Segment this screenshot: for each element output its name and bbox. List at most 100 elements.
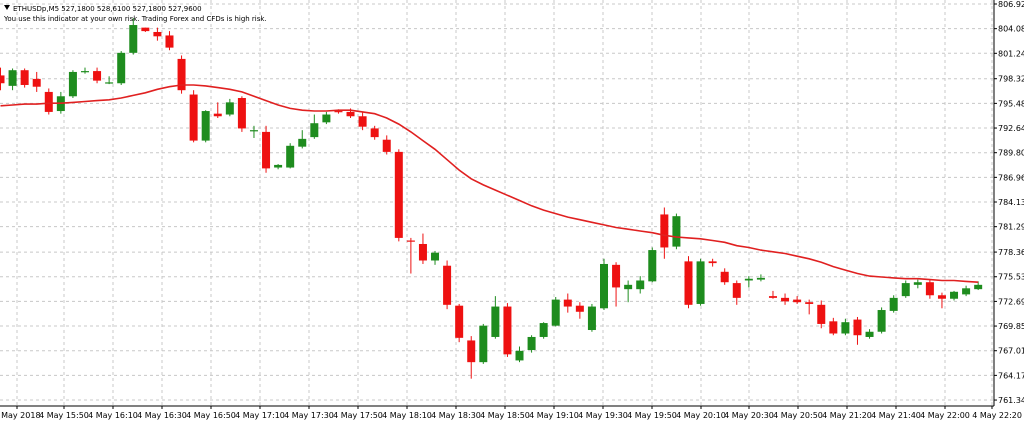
candle-bull [274, 164, 283, 168]
candle-bear [853, 319, 862, 336]
candle-bull [636, 280, 645, 290]
candle-bear [829, 321, 838, 334]
candle-bear [358, 116, 367, 127]
candle-bull [298, 138, 307, 147]
price-tick-label: 784.1310 [998, 198, 1024, 207]
price-tick-label: 792.6450 [998, 124, 1024, 133]
candle-bull [974, 284, 983, 290]
candle-bull [539, 323, 548, 337]
time-tick-label: 4 May 20:30 [724, 411, 774, 420]
time-tick-label: 4 May 21:20 [822, 411, 872, 420]
moving-average-line [0, 84, 979, 283]
price-tick-label: 761.3410 [998, 396, 1024, 405]
candle-bull [696, 261, 705, 304]
price-tick-label: 767.0170 [998, 347, 1024, 356]
time-tick-label: 4 May 18:50 [480, 411, 530, 420]
collapse-triangle-icon[interactable] [4, 5, 10, 10]
candle-bear [660, 214, 669, 248]
candle-bull [322, 114, 331, 123]
candle-bull [913, 282, 922, 285]
candle-bear [720, 271, 729, 283]
candle-bear [768, 296, 777, 298]
price-tick-label: 795.4830 [998, 99, 1024, 108]
candle-bear [177, 58, 186, 91]
price-tick-label: 806.9210 [998, 0, 1024, 9]
time-tick-label: 4 May 18:30 [431, 411, 481, 420]
candle-bull [865, 331, 874, 337]
candle-bull [551, 299, 560, 326]
time-tick-label: 4 May 17:30 [284, 411, 334, 420]
candle-bull [431, 252, 440, 261]
candle-bull [756, 277, 765, 280]
price-tick-label: 778.3690 [998, 248, 1024, 257]
candle-bear [503, 306, 512, 355]
candle-bear [684, 261, 693, 305]
candle-bear [455, 305, 464, 338]
price-tick-label: 801.2450 [998, 49, 1024, 58]
candle-bull [8, 70, 17, 86]
candle-bull [648, 250, 657, 282]
candle-bear [20, 70, 29, 85]
candle-bear [467, 340, 476, 363]
time-tick-label: 4 May 19:30 [578, 411, 628, 420]
price-tick-label: 769.8550 [998, 322, 1024, 331]
time-tick-label: 4 May 19:50 [627, 411, 677, 420]
time-tick-label: 4 May 15:50 [39, 411, 89, 420]
candle-bull [249, 130, 258, 132]
candle-bull [201, 111, 210, 141]
candle-bear [93, 71, 102, 81]
candle-bull [286, 145, 295, 168]
candle-bull [491, 306, 500, 337]
candle-bear [32, 78, 41, 87]
candle-bull [672, 216, 681, 247]
candle-bull [310, 123, 319, 138]
candle-bear [262, 131, 271, 169]
symbol-info: ETHUSDp,M5 527,1800 528,6100 527,1800 52… [4, 5, 202, 13]
time-tick-label: 4 May 16:30 [137, 411, 187, 420]
candle-bull [889, 297, 898, 311]
candle-bull [515, 350, 524, 361]
candle-bear [708, 261, 717, 264]
price-tick-label: 775.5310 [998, 273, 1024, 282]
candle-bear [370, 128, 379, 138]
candle-bear [213, 113, 222, 117]
time-tick-label: 4 May 20:10 [676, 411, 726, 420]
candle-bear [141, 27, 150, 32]
symbol-line: ETHUSDp,M5 527,1800 528,6100 527,1800 52… [13, 5, 202, 13]
candle-bear [575, 305, 584, 312]
candle-bear [805, 302, 814, 304]
price-tick-label: 764.1790 [998, 371, 1024, 380]
candle-bear [817, 304, 826, 324]
time-tick-label: 4 May 22:00 [920, 411, 970, 420]
candle-bull [527, 336, 536, 350]
price-tick-label: 781.2930 [998, 223, 1024, 232]
candle-bear [793, 299, 802, 303]
candle-bear [732, 283, 741, 298]
candle-bull [117, 52, 126, 84]
time-tick-label: 4 May 17:50 [333, 411, 383, 420]
candle-bear [153, 31, 162, 37]
candle-bull [962, 288, 971, 295]
time-tick-label: 4 May 19:10 [529, 411, 579, 420]
candle-bear [394, 151, 403, 238]
candle-bull [479, 325, 488, 363]
time-tick-label: 4 May 22:20 [972, 411, 1022, 420]
candle-bear [165, 35, 174, 48]
candle-bear [612, 264, 621, 288]
candle-bull [600, 263, 608, 309]
time-tick-label: 4 May 20:50 [773, 411, 823, 420]
time-tick-label: 4 May 17:10 [235, 411, 285, 420]
candle-bull [68, 71, 77, 97]
price-tick-label: 786.9690 [998, 173, 1024, 182]
candle-bear [443, 265, 452, 305]
candle-bull [624, 284, 633, 290]
candle-bear [346, 111, 355, 117]
price-tick-label: 804.0830 [998, 25, 1024, 34]
candle-bear [334, 111, 343, 113]
candle-bear [237, 98, 246, 129]
price-tick-label: 772.6930 [998, 297, 1024, 306]
candle-bull [877, 310, 886, 332]
candle-bull [950, 291, 959, 299]
